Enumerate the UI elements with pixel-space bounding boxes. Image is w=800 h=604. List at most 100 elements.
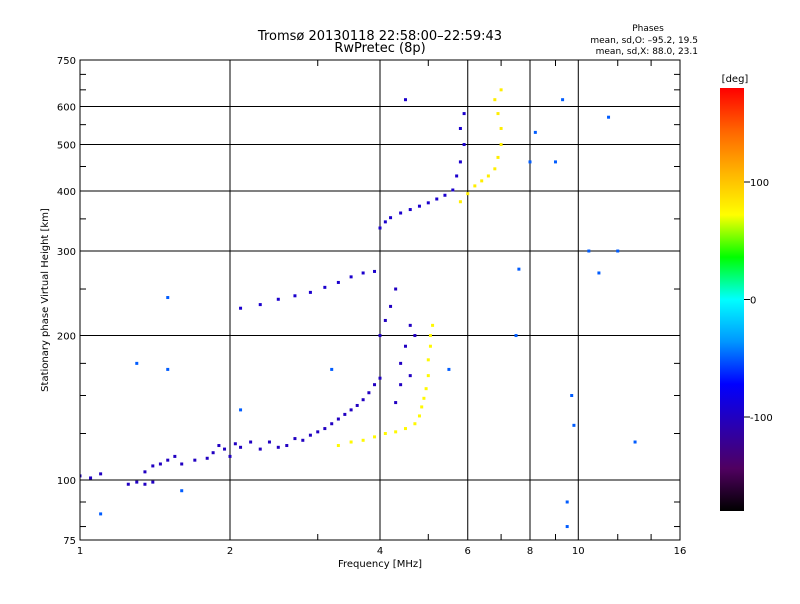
echo-point	[99, 472, 103, 476]
y-tick-label: 500	[57, 141, 76, 152]
echo-point	[349, 408, 353, 412]
echo-point	[403, 427, 407, 431]
colorbar-tick-label: 100	[750, 178, 769, 189]
echo-point	[553, 160, 557, 164]
echo-point	[394, 287, 398, 291]
echo-point	[413, 422, 417, 426]
echo-point	[151, 464, 155, 468]
echo-point	[493, 98, 497, 102]
echo-point	[166, 458, 170, 462]
echo-point	[447, 367, 451, 371]
echo-point	[355, 403, 359, 407]
grid-lines	[80, 60, 680, 540]
echo-point	[466, 192, 470, 196]
echo-point	[565, 525, 569, 529]
x-tick-label: 2	[227, 546, 233, 557]
plot-frame	[79, 59, 681, 541]
x-tick-label: 16	[674, 546, 687, 557]
echo-point	[572, 423, 576, 427]
echo-point	[426, 374, 430, 378]
echo-point	[193, 458, 197, 462]
echo-point	[408, 374, 412, 378]
echo-point	[378, 226, 382, 230]
echo-point	[443, 193, 447, 197]
echo-point	[473, 184, 477, 188]
echo-point	[223, 447, 227, 451]
echo-point	[597, 271, 601, 275]
echo-point	[336, 280, 340, 284]
echo-point	[249, 440, 253, 444]
axis-ticks: 1 2 4 6 8 10 16 75 100 200 300 400 500 600 750	[57, 56, 686, 557]
echo-points	[80, 88, 637, 529]
y-tick-label: 75	[63, 536, 76, 547]
echo-point	[561, 98, 565, 102]
echo-point	[499, 88, 503, 92]
echo-point	[480, 179, 484, 183]
echo-point	[514, 334, 518, 338]
echo-point	[89, 476, 93, 480]
echo-point	[349, 440, 353, 444]
echo-point	[276, 297, 280, 301]
x-tick-label: 6	[465, 546, 471, 557]
echo-point	[383, 432, 387, 436]
x-tick-label: 1	[77, 546, 83, 557]
x-tick-label: 10	[572, 546, 585, 557]
echo-point	[308, 290, 312, 294]
echo-point	[496, 155, 500, 159]
echo-point	[389, 216, 393, 220]
echo-point	[267, 440, 271, 444]
echo-point	[413, 334, 417, 338]
echo-point	[135, 480, 139, 484]
echo-point	[486, 174, 490, 178]
echo-point	[239, 445, 243, 449]
echo-point	[316, 430, 320, 434]
y-axis-label: Stationary phase Virtual Height [km]	[40, 208, 51, 392]
echo-point	[367, 391, 371, 395]
echo-point	[565, 500, 569, 504]
echo-point	[308, 433, 312, 437]
echo-point	[399, 211, 403, 215]
echo-point	[403, 98, 407, 102]
echo-point	[451, 188, 455, 192]
echo-point	[616, 249, 620, 253]
echo-point	[180, 462, 184, 466]
echo-point	[293, 294, 297, 298]
echo-point	[166, 367, 170, 371]
phase-colorbar	[720, 88, 744, 511]
echo-point	[587, 249, 591, 253]
echo-point	[533, 130, 537, 134]
echo-point	[383, 220, 387, 224]
echo-point	[570, 394, 574, 398]
echo-point	[373, 435, 377, 439]
echo-point	[499, 143, 503, 147]
echo-point	[99, 512, 103, 516]
echo-point	[462, 112, 466, 116]
echo-point	[336, 417, 340, 421]
echo-point	[293, 437, 297, 441]
chart-subtitle: RwPretec (8p)	[334, 41, 425, 56]
echo-point	[428, 344, 432, 348]
echo-point	[80, 474, 82, 478]
echo-point	[228, 454, 232, 458]
echo-point	[420, 405, 424, 409]
echo-point	[389, 304, 393, 308]
colorbar-tick-label: 0	[750, 296, 756, 307]
echo-point	[394, 401, 398, 405]
echo-point	[301, 438, 305, 442]
y-tick-label: 750	[57, 56, 76, 67]
echo-point	[373, 269, 377, 273]
echo-point	[323, 285, 327, 289]
echo-point	[408, 208, 412, 212]
echo-point	[330, 422, 334, 426]
echo-point	[378, 334, 382, 338]
colorbar-label: [deg]	[722, 74, 749, 85]
echo-point	[424, 387, 428, 391]
echo-point	[458, 200, 462, 204]
echo-point	[496, 112, 500, 116]
echo-point	[458, 126, 462, 130]
echo-point	[126, 482, 130, 486]
echo-point	[233, 442, 237, 446]
echo-point	[378, 376, 382, 380]
echo-point	[143, 482, 147, 486]
